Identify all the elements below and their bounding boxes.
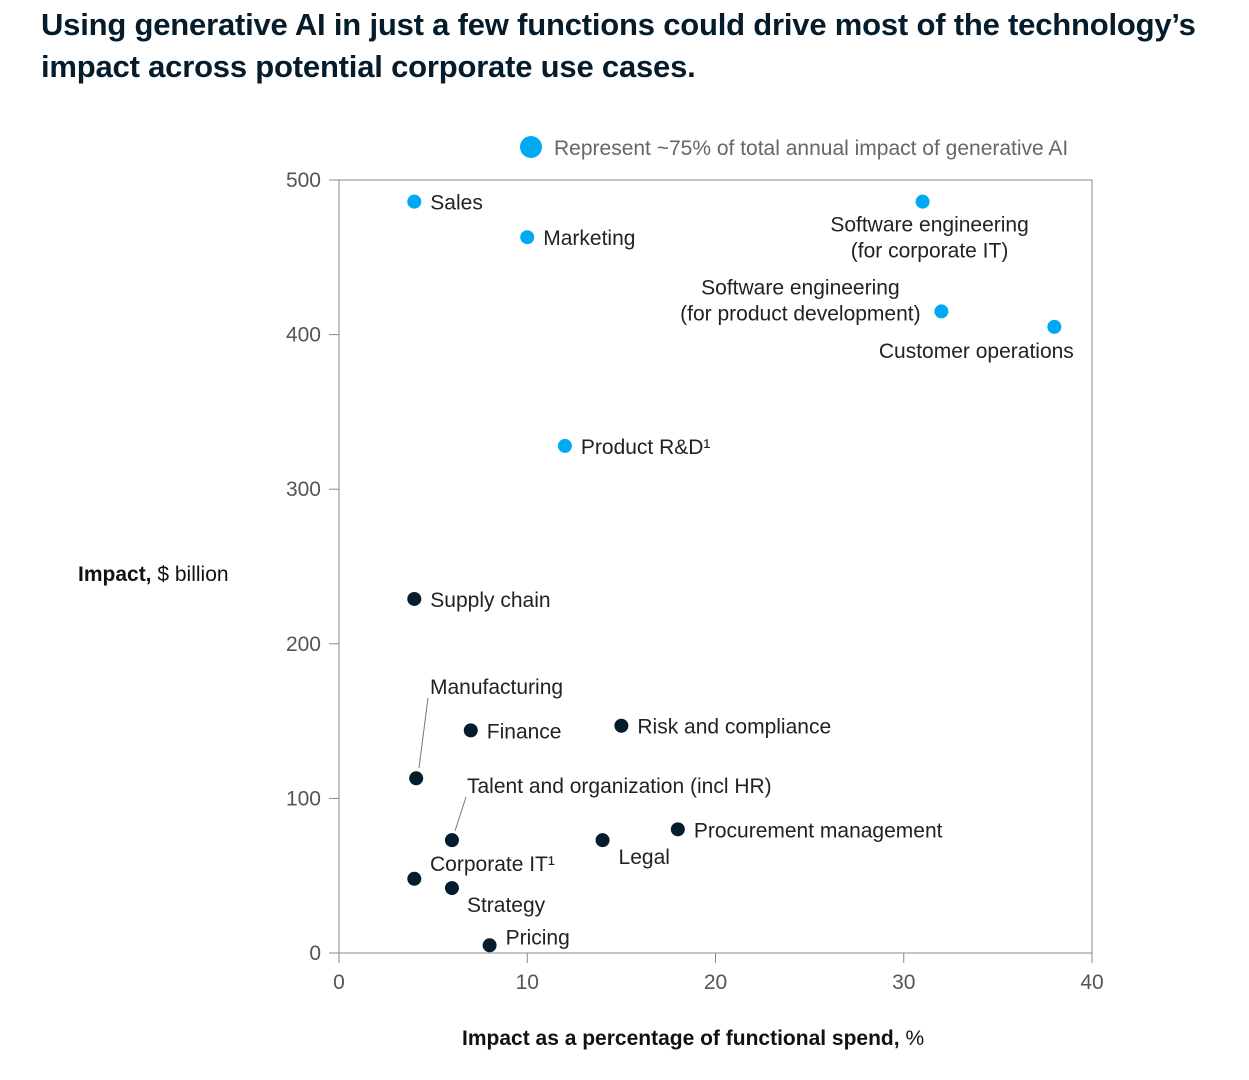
point-label: Software engineering (for product develop… (680, 276, 920, 325)
x-axis-title: Impact as a percentage of functional spe… (462, 1027, 924, 1050)
data-point-software-engineering-for-corporate-it (915, 194, 930, 209)
y-tick-label: 300 (286, 478, 321, 501)
data-point-finance (463, 723, 478, 738)
data-point-talent-and-organization-incl-hr (444, 833, 459, 848)
point-label: Manufacturing (430, 676, 563, 699)
point-label: Finance (487, 720, 562, 743)
point-label: Pricing (506, 926, 570, 949)
point-label: Risk and compliance (637, 716, 831, 739)
data-point-legal (595, 833, 610, 848)
point-label: Software engineering (for corporate IT) (830, 214, 1028, 263)
data-point-procurement-management (670, 822, 685, 837)
legend: Represent ~75% of total annual impact of… (520, 136, 1068, 160)
legend-marker (520, 136, 542, 158)
x-tick-label: 10 (516, 971, 539, 994)
point-labels: Sales Marketing Software engineering (for c… (430, 192, 1074, 950)
x-tick-label: 40 (1080, 971, 1103, 994)
chart-title: Using generative AI in just a few functi… (41, 7, 1196, 84)
point-label: Sales (430, 192, 483, 215)
data-point-supply-chain (407, 591, 422, 606)
data-point-customer-operations (1047, 319, 1062, 334)
y-tick-label: 0 (309, 942, 321, 965)
axis-ticks: 0 100 200 300 400 500 0 10 20 30 40 (286, 169, 1104, 994)
y-tick-label: 400 (286, 324, 321, 347)
data-point-pricing (482, 938, 497, 953)
y-axis-title: Impact, $ billion (78, 563, 229, 586)
y-tick-label: 500 (286, 169, 321, 192)
y-tick-label: 100 (286, 787, 321, 810)
data-point-manufacturing (409, 771, 424, 786)
leader-line (418, 697, 429, 769)
point-label: Legal (619, 846, 670, 869)
point-label: Customer operations (879, 340, 1074, 363)
data-point-strategy (444, 881, 459, 896)
data-point-marketing (520, 230, 535, 245)
point-label: Supply chain (430, 589, 550, 612)
x-tick-label: 0 (333, 971, 345, 994)
point-label: Strategy (467, 894, 546, 917)
data-point-software-engineering-for-product-development (934, 304, 949, 319)
y-tick-label: 200 (286, 633, 321, 656)
point-label: Procurement management (694, 819, 943, 842)
x-tick-label: 30 (892, 971, 915, 994)
data-point-risk-and-compliance (614, 718, 629, 733)
leader-line (454, 796, 467, 832)
data-points (407, 194, 1062, 953)
point-label: Talent and organization (incl HR) (467, 775, 772, 798)
x-tick-label: 20 (704, 971, 727, 994)
legend-label: Represent ~75% of total annual impact of… (554, 137, 1068, 160)
leader-lines (418, 697, 467, 832)
data-point-sales (407, 194, 422, 209)
data-point-corporate-it (407, 871, 422, 886)
point-label: Product R&D¹ (581, 436, 711, 459)
data-point-product-r-d (557, 438, 572, 453)
point-label: Corporate IT¹ (430, 853, 555, 876)
point-label: Marketing (543, 227, 635, 250)
